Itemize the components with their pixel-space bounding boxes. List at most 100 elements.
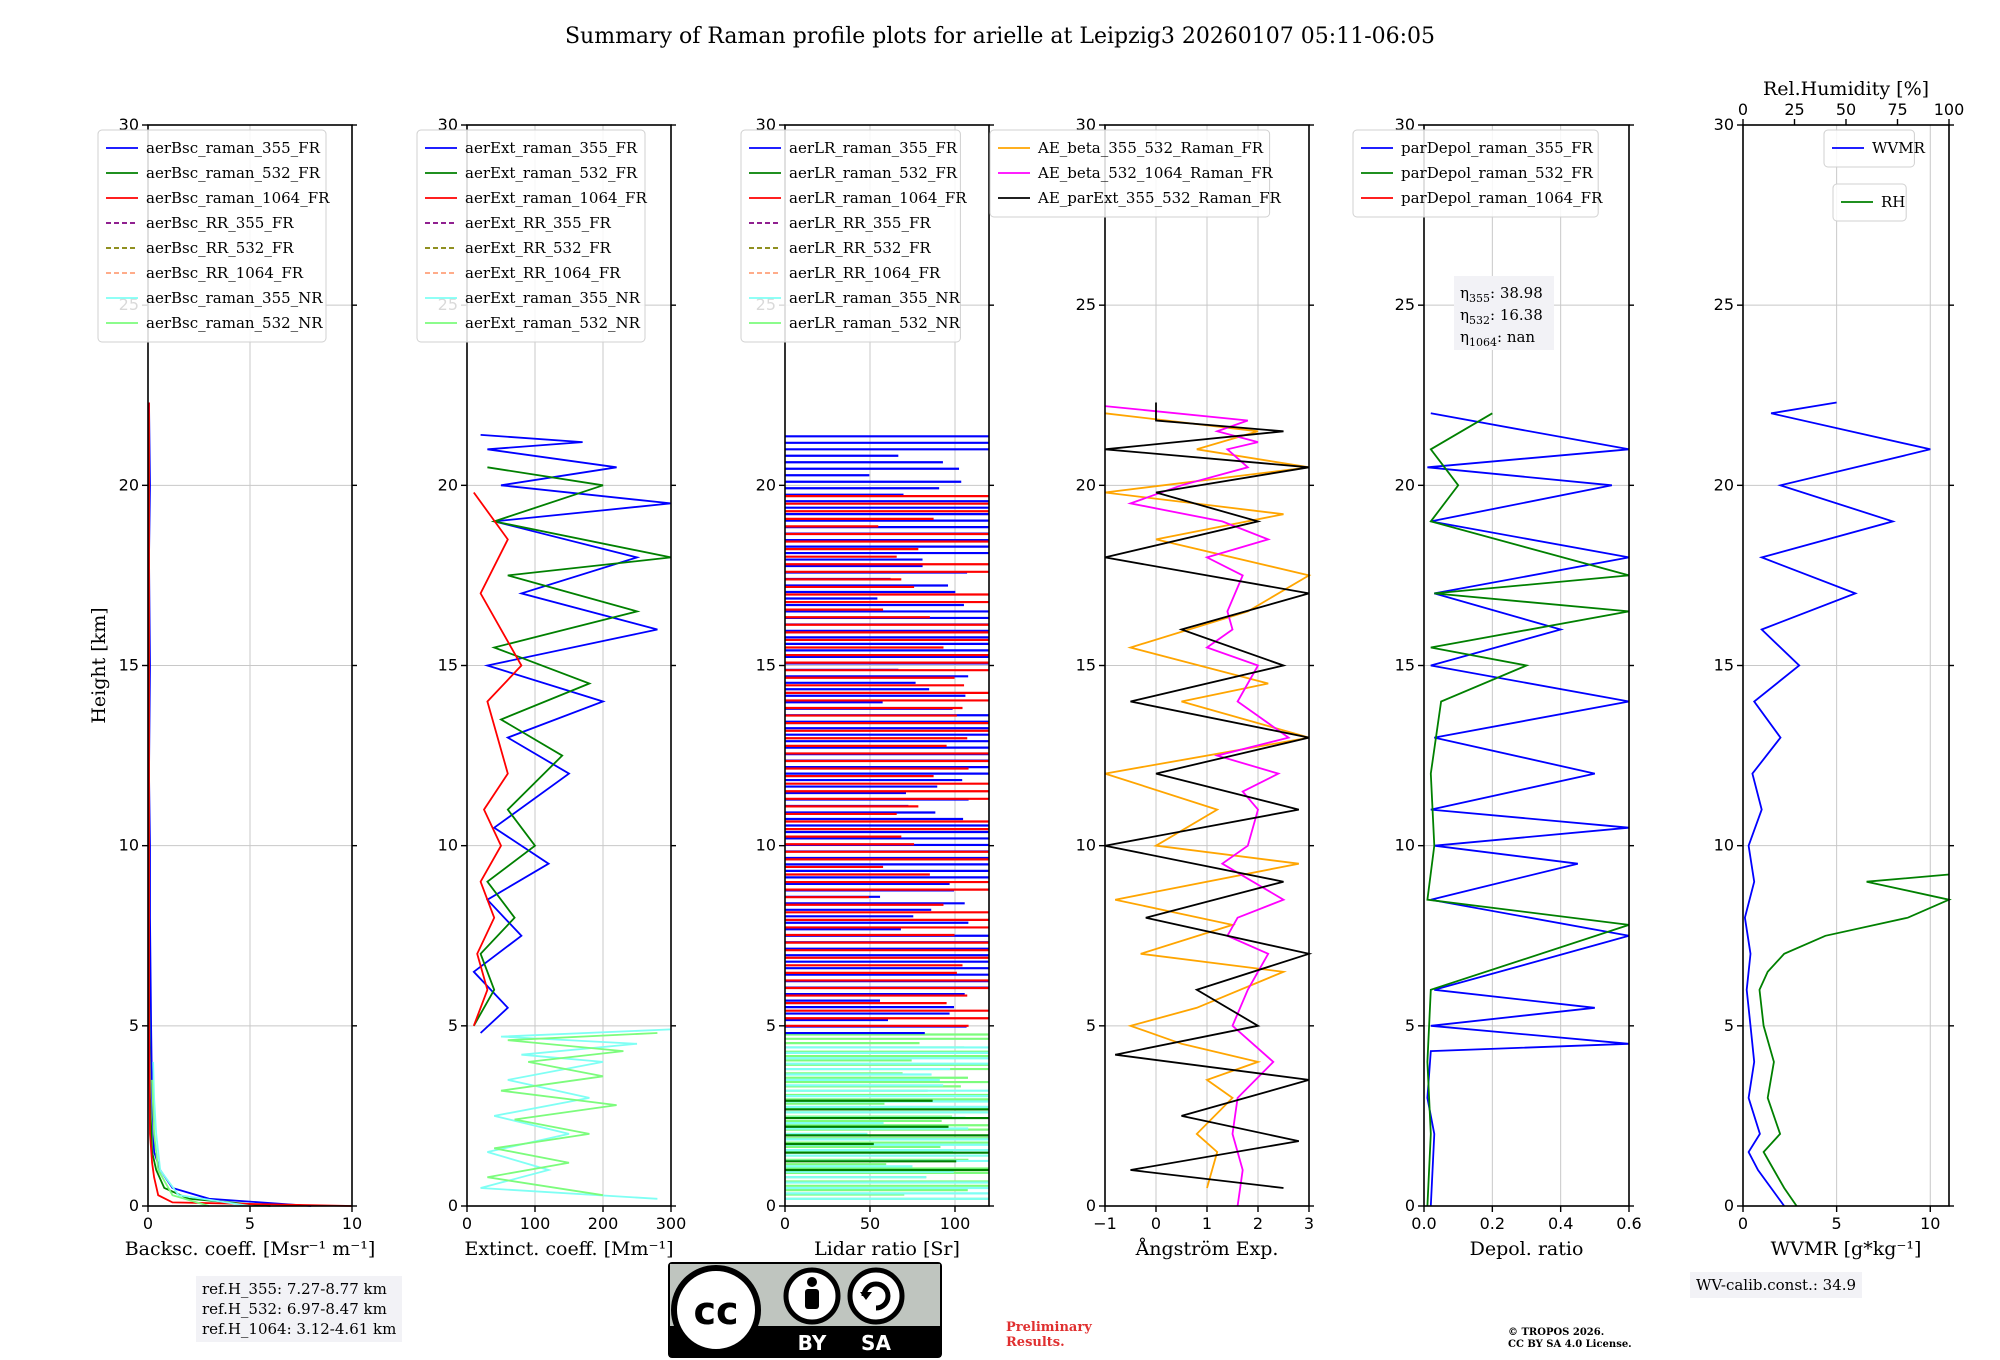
x-axis-label: Ångström Exp. bbox=[1135, 1238, 1279, 1260]
legend-label: aerExt_RR_355_FR bbox=[465, 214, 612, 232]
x-tick-label: 0 bbox=[1151, 1214, 1161, 1233]
y-tick-label: 10 bbox=[438, 836, 458, 855]
legend: aerBsc_raman_355_FR aerBsc_raman_532_FRae… bbox=[97, 129, 330, 343]
preliminary-line-1: Preliminary bbox=[1006, 1320, 1092, 1335]
y-tick-label: 15 bbox=[438, 656, 458, 675]
legend-label: aerBsc_RR_355_FR bbox=[146, 214, 294, 232]
x-axis-label: Backsc. coeff. [Msr⁻¹ m⁻¹] bbox=[125, 1238, 376, 1260]
series-aerExt_raman_1064_FR bbox=[472, 491, 523, 1027]
x-tick-label: 10 bbox=[342, 1214, 362, 1233]
legend-label: aerExt_raman_355_FR bbox=[465, 139, 638, 157]
legend-label: aerBsc_raman_532_NR bbox=[146, 314, 323, 332]
y-tick-label: 30 bbox=[1076, 115, 1096, 134]
legend-label: aerBsc_raman_532_FR bbox=[146, 164, 321, 182]
legend: AE_beta_355_532_Raman_FR AE_beta_532_1064… bbox=[989, 129, 1282, 218]
figure-title: Summary of Raman profile plots for ariel… bbox=[565, 24, 1435, 49]
x-tick-label: 0.2 bbox=[1480, 1214, 1505, 1233]
legend-frame bbox=[97, 129, 327, 343]
series-aerExt_raman_532_NR bbox=[487, 1032, 658, 1197]
legend: WVMR bbox=[1823, 129, 1926, 168]
y-tick-label: 20 bbox=[1076, 475, 1096, 494]
legend: aerLR_raman_355_FR aerLR_raman_532_FR aerL… bbox=[740, 129, 967, 343]
series-AE_beta_355_532_Raman_FR bbox=[1104, 412, 1312, 1189]
wv-calib-text: WV-calib.const.: 34.9 bbox=[1696, 1276, 1857, 1294]
series-aerExt_raman_355_NR bbox=[480, 1028, 672, 1200]
y-axis-label: Height [km] bbox=[88, 607, 110, 723]
y-tick-label: 30 bbox=[756, 115, 776, 134]
y-tick-label: 30 bbox=[438, 115, 458, 134]
y-tick-label: 10 bbox=[1395, 836, 1415, 855]
legend-frame bbox=[989, 129, 1271, 218]
legend: aerExt_raman_355_FR aerExt_raman_532_FRae… bbox=[416, 129, 647, 343]
x-axis-label: Depol. ratio bbox=[1470, 1238, 1584, 1260]
y-tick-label: 0 bbox=[129, 1196, 139, 1215]
legend-label: aerLR_RR_532_FR bbox=[789, 239, 931, 257]
y-tick-label: 5 bbox=[766, 1016, 776, 1035]
y-tick-label: 5 bbox=[1724, 1016, 1734, 1035]
x-top-tick-label: 50 bbox=[1836, 100, 1856, 119]
y-tick-label: 20 bbox=[756, 475, 776, 494]
preliminary-line-2: Results. bbox=[1006, 1335, 1065, 1350]
x-tick-label: 100 bbox=[940, 1214, 971, 1233]
eta-box-bg bbox=[1454, 276, 1554, 350]
y-tick-label: 25 bbox=[1714, 295, 1734, 314]
x-top-tick-label: 0 bbox=[1738, 100, 1748, 119]
legend-label: aerLR_raman_532_NR bbox=[789, 314, 960, 332]
legend-label: aerExt_raman_1064_FR bbox=[465, 189, 647, 207]
y-tick-label: 10 bbox=[756, 836, 776, 855]
x-tick-label: 0 bbox=[462, 1214, 472, 1233]
ref-height-532: ref.H_532: 6.97-8.47 km bbox=[202, 1300, 387, 1318]
x-axis-label: Extinct. coeff. [Mm⁻¹] bbox=[464, 1238, 673, 1260]
legend-frame bbox=[416, 129, 646, 343]
x-axis-label: WVMR [g*kg⁻¹] bbox=[1771, 1238, 1922, 1260]
x-axis-label: Lidar ratio [Sr] bbox=[814, 1238, 960, 1260]
legend-label: aerLR_raman_1064_FR bbox=[789, 189, 967, 207]
series-aerBsc_raman_532_FR bbox=[148, 413, 271, 1207]
legend-label: aerBsc_raman_1064_FR bbox=[146, 189, 330, 207]
ref-height-1064: ref.H_1064: 3.12-4.61 km bbox=[202, 1320, 397, 1338]
x-top-tick-label: 25 bbox=[1784, 100, 1804, 119]
copyright-line-1: © TROPOS 2026. bbox=[1508, 1327, 1605, 1338]
x-tick-label: 5 bbox=[245, 1214, 255, 1233]
y-tick-label: 20 bbox=[438, 475, 458, 494]
legend-frame bbox=[1352, 129, 1599, 218]
wv-calib-note: WV-calib.const.: 34.9 bbox=[1690, 1272, 1863, 1298]
x-tick-label: 300 bbox=[656, 1214, 687, 1233]
y-tick-label: 0 bbox=[1724, 1196, 1734, 1215]
panel-lidar_ratio: 051015202530050100Lidar ratio [Sr]aerLR_… bbox=[740, 115, 994, 1260]
cc-by-label: BY bbox=[798, 1331, 827, 1355]
legend-label: aerExt_RR_1064_FR bbox=[465, 264, 621, 282]
series-RH bbox=[1758, 873, 1952, 1207]
x-top-tick-label: 75 bbox=[1887, 100, 1907, 119]
legend-label: aerLR_raman_532_FR bbox=[789, 164, 958, 182]
ref-height-355: ref.H_355: 7.27-8.77 km bbox=[202, 1280, 387, 1298]
x-top-axis-label: Rel.Humidity [%] bbox=[1763, 78, 1929, 100]
series-AE_beta_532_1064_Raman_FR bbox=[1104, 405, 1291, 1207]
copyright-note: © TROPOS 2026. CC BY SA 4.0 License. bbox=[1508, 1327, 1632, 1351]
series-AE_parExt_355_532_Raman_FR bbox=[1104, 402, 1313, 1189]
legend-label: aerLR_raman_355_NR bbox=[789, 289, 960, 307]
x-tick-label: 1 bbox=[1202, 1214, 1212, 1233]
y-tick-label: 25 bbox=[1076, 295, 1096, 314]
legend-label: WVMR bbox=[1872, 139, 1926, 157]
series-aerBsc_raman_355_NR bbox=[152, 1061, 251, 1207]
legend-label: aerLR_RR_355_FR bbox=[789, 214, 931, 232]
x-top-tick-label: 100 bbox=[1934, 100, 1965, 119]
legend-label: aerBsc_raman_355_NR bbox=[146, 289, 323, 307]
legend-label: aerLR_RR_1064_FR bbox=[789, 264, 941, 282]
panel-extinction: 0510152025300100200300Extinct. coeff. [M… bbox=[416, 115, 687, 1260]
legend-label: aerLR_raman_355_FR bbox=[789, 139, 958, 157]
y-tick-label: 30 bbox=[119, 115, 139, 134]
x-tick-label: 2 bbox=[1253, 1214, 1263, 1233]
backscatter-ref-heights: ref.H_355: 7.27-8.77 km ref.H_532: 6.97-… bbox=[196, 1276, 403, 1342]
series-aerBsc_raman_532_NR bbox=[151, 1079, 210, 1207]
series-aerExt_raman_532_FR bbox=[473, 466, 672, 1027]
x-tick-label: 200 bbox=[588, 1214, 619, 1233]
y-tick-label: 0 bbox=[448, 1196, 458, 1215]
eta-1064: η1064: nan bbox=[1460, 328, 1535, 349]
x-tick-label: −1 bbox=[1093, 1214, 1117, 1233]
legend-label: parDepol_raman_532_FR bbox=[1401, 164, 1594, 182]
y-tick-label: 30 bbox=[1395, 115, 1415, 134]
y-tick-label: 5 bbox=[1086, 1016, 1096, 1035]
